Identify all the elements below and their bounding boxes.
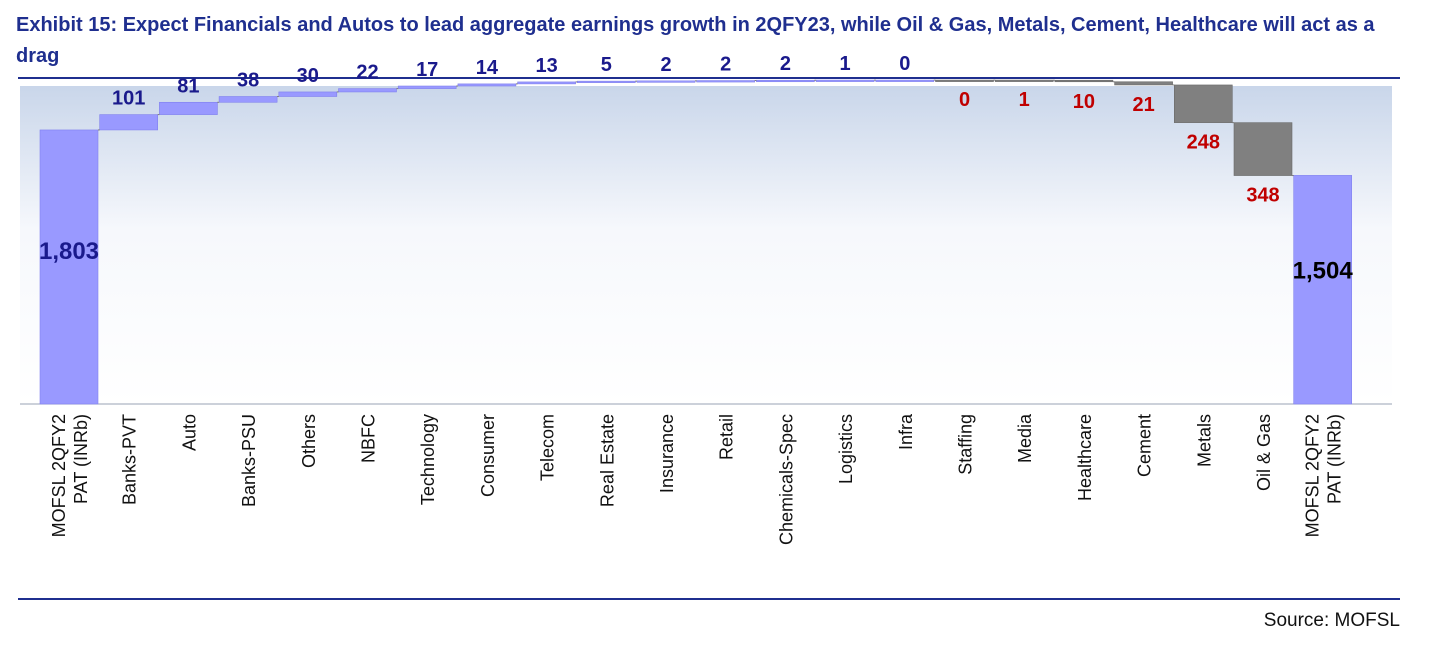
bar [1174, 84, 1233, 123]
x-tick-label: MOFSL 2QFY2 PAT (INRb) [49, 414, 91, 537]
x-tick-label: Retail [717, 414, 737, 460]
svg-text:Retail: Retail [717, 414, 737, 460]
plot-area [20, 86, 1392, 404]
data-label: 14 [476, 57, 499, 79]
chart-title: Exhibit 15: Expect Financials and Autos … [16, 14, 1375, 67]
data-label: 17 [416, 59, 438, 81]
svg-text:Others: Others [299, 414, 319, 468]
top-rule [18, 77, 1400, 79]
x-tick-label: NBFC [359, 414, 379, 463]
bar [636, 80, 696, 83]
data-label: 22 [356, 62, 378, 84]
data-label: 2 [720, 54, 731, 76]
svg-text:Auto: Auto [179, 414, 199, 451]
svg-text:Healthcare: Healthcare [1075, 414, 1095, 501]
bottom-rule [18, 598, 1400, 600]
svg-text:Technology: Technology [418, 414, 438, 505]
data-label: 2 [660, 54, 671, 76]
bar [517, 81, 576, 85]
data-label: 10 [1073, 91, 1095, 113]
svg-text:MOFSL 2QFY2: MOFSL 2QFY2 [49, 414, 69, 537]
svg-text:Banks-PSU: Banks-PSU [239, 414, 259, 507]
svg-text:Banks-PVT: Banks-PVT [120, 414, 140, 505]
svg-text:Cement: Cement [1135, 414, 1155, 477]
svg-text:Telecom: Telecom [538, 414, 558, 481]
x-tick-label: MOFSL 2QFY2 PAT (INRb) [1303, 414, 1345, 537]
x-tick-label: Media [1015, 413, 1035, 463]
svg-text:Metals: Metals [1194, 414, 1214, 467]
svg-text:Infra: Infra [896, 413, 916, 450]
data-label: 101 [112, 88, 145, 110]
data-label: 5 [601, 54, 612, 76]
svg-text:Insurance: Insurance [657, 414, 677, 493]
bar [278, 91, 338, 97]
bar [159, 101, 218, 115]
svg-text:Chemicals-Spec: Chemicals-Spec [776, 414, 796, 545]
bar [457, 83, 517, 87]
x-tick-label: Others [299, 414, 319, 468]
bar [815, 79, 875, 82]
svg-text:Real Estate: Real Estate [597, 414, 617, 507]
data-label: 38 [237, 70, 259, 92]
data-label: 30 [297, 65, 319, 87]
x-tick-label: Banks-PVT [120, 414, 140, 505]
x-tick-label: Healthcare [1075, 414, 1095, 501]
svg-text:MOFSL 2QFY2: MOFSL 2QFY2 [1303, 414, 1323, 537]
bar [1233, 122, 1293, 176]
data-label: 2 [780, 53, 791, 75]
svg-text:PAT (INRb): PAT (INRb) [71, 414, 91, 504]
x-tick-label: Banks-PSU [239, 414, 259, 507]
svg-text:Logistics: Logistics [836, 414, 856, 484]
x-tick-label: Cement [1135, 414, 1155, 477]
data-label: 248 [1187, 132, 1220, 154]
svg-text:Media: Media [1015, 413, 1035, 463]
x-tick-label: Oil & Gas [1254, 414, 1274, 491]
x-tick-label: Auto [179, 414, 199, 451]
bar [696, 80, 756, 83]
svg-text:PAT (INRb): PAT (INRb) [1325, 414, 1345, 504]
bar [1114, 81, 1173, 86]
bar [1293, 175, 1352, 405]
svg-text:NBFC: NBFC [359, 414, 379, 463]
bar [1054, 79, 1114, 83]
x-tick-label: Consumer [478, 414, 498, 497]
x-tick-label: Infra [896, 413, 916, 450]
data-label: 21 [1132, 94, 1154, 116]
svg-text:Staffing: Staffing [956, 414, 976, 475]
bar [576, 80, 636, 83]
data-label: 81 [177, 75, 199, 97]
bar [875, 79, 935, 82]
x-tick-label: Logistics [836, 414, 856, 484]
data-label: 1 [1019, 89, 1030, 111]
x-tick-label: Insurance [657, 414, 677, 493]
bar [99, 114, 158, 131]
data-label: 1,803 [39, 238, 99, 265]
data-label: 348 [1246, 185, 1279, 207]
bar [218, 96, 278, 103]
data-label: 0 [959, 89, 970, 111]
data-label: 0 [899, 53, 910, 75]
data-label: 13 [535, 55, 557, 77]
x-tick-label: Telecom [538, 414, 558, 481]
x-tick-label: Technology [418, 414, 438, 505]
x-tick-label: Metals [1194, 414, 1214, 467]
x-tick-label: Real Estate [597, 414, 617, 507]
svg-text:Oil & Gas: Oil & Gas [1254, 414, 1274, 491]
x-tick-label: Staffing [956, 414, 976, 475]
data-label: 1,504 [1293, 257, 1354, 284]
bar [397, 85, 457, 89]
bar [756, 79, 815, 83]
bar [935, 79, 994, 82]
data-label: 1 [840, 53, 851, 75]
bar [338, 88, 397, 93]
x-tick-label: Chemicals-Spec [776, 414, 796, 545]
svg-text:Consumer: Consumer [478, 414, 498, 497]
bar [39, 129, 99, 405]
bar [994, 79, 1054, 82]
source-note: Source: MOFSL [1263, 610, 1400, 631]
